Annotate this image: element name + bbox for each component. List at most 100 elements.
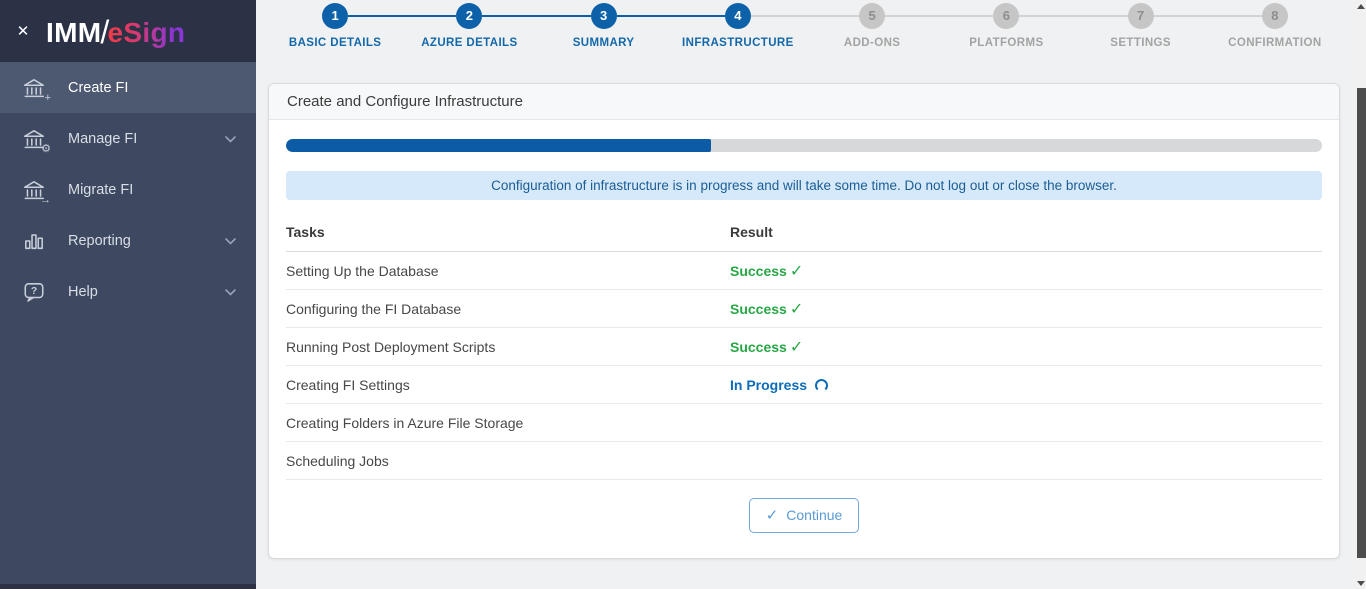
step-connector xyxy=(750,15,860,17)
task-name: Setting Up the Database xyxy=(286,262,439,279)
step-label: ADD-ONS xyxy=(843,37,901,49)
progress-bar-fill xyxy=(286,139,711,152)
sidebar-item-manage-fi[interactable]: ⚙ Manage FI xyxy=(0,113,256,164)
card-body: Configuration of infrastructure is in pr… xyxy=(269,139,1339,533)
step-settings[interactable]: 7 SETTINGS xyxy=(1019,3,1208,49)
task-name: Creating FI Settings xyxy=(286,376,410,393)
continue-button-label: Continue xyxy=(786,507,843,523)
table-row: Creating Folders in Azure File Storage xyxy=(286,404,1322,442)
check-icon: ✓ xyxy=(789,300,804,318)
sidebar-footer xyxy=(0,584,256,589)
task-name: Running Post Deployment Scripts xyxy=(286,338,496,355)
check-icon: ✓ xyxy=(789,262,804,280)
sidebar-item-label: Reporting xyxy=(68,232,131,249)
step-number: 1 xyxy=(322,3,349,29)
step-label: PLATFORMS xyxy=(969,37,1044,49)
step-label: SUMMARY xyxy=(572,37,635,49)
app-logo: IMM / eSign xyxy=(46,13,185,50)
sidebar: ✕ IMM / eSign + Create FI ⚙ Manage FI xyxy=(0,0,256,589)
spinner-icon xyxy=(815,378,829,392)
step-connector xyxy=(1019,15,1128,17)
step-basic-details[interactable]: 1 BASIC DETAILS xyxy=(268,3,402,49)
step-number: 5 xyxy=(859,3,886,29)
success-label: Success xyxy=(730,338,787,355)
table-row: Scheduling Jobs xyxy=(286,442,1322,480)
bar-chart-icon xyxy=(22,229,46,253)
sidebar-item-label: Migrate FI xyxy=(68,181,134,198)
chevron-down-icon[interactable] xyxy=(225,284,236,300)
step-connector xyxy=(1153,15,1262,17)
chevron-down-icon[interactable] xyxy=(225,233,236,249)
task-name: Scheduling Jobs xyxy=(286,452,389,469)
task-name: Creating Folders in Azure File Storage xyxy=(286,414,524,431)
table-row: Running Post Deployment Scripts Success ✓ xyxy=(286,328,1322,366)
card-title: Create and Configure Infrastructure xyxy=(269,84,1339,120)
sidebar-item-migrate-fi[interactable]: → Migrate FI xyxy=(0,164,256,215)
main-content: 1 BASIC DETAILS 2 AZURE DETAILS 3 SUMMAR… xyxy=(256,0,1355,589)
in-progress-label: In Progress xyxy=(730,376,808,393)
info-banner: Configuration of infrastructure is in pr… xyxy=(286,171,1322,200)
logo-slash: / xyxy=(100,13,110,50)
infrastructure-card: Create and Configure Infrastructure Conf… xyxy=(268,83,1340,559)
sidebar-item-reporting[interactable]: Reporting xyxy=(0,215,256,266)
step-label: CONFIRMATION xyxy=(1228,37,1322,49)
bank-arrow-icon: → xyxy=(22,178,51,205)
check-icon: ✓ xyxy=(789,338,804,356)
tasks-table: Tasks Result Setting Up the Database Suc… xyxy=(286,214,1322,480)
step-connector xyxy=(482,15,591,17)
bank-gear-icon: ⚙ xyxy=(22,127,51,154)
check-icon: ✓ xyxy=(765,507,779,524)
scrollbar-thumb[interactable] xyxy=(1357,88,1366,558)
step-number: 8 xyxy=(1261,3,1288,29)
step-confirmation[interactable]: 8 CONFIRMATION xyxy=(1153,3,1342,49)
step-add-ons[interactable]: 5 ADD-ONS xyxy=(750,3,939,49)
step-azure-details[interactable]: 2 AZURE DETAILS xyxy=(348,3,536,49)
step-number: 6 xyxy=(993,3,1020,29)
wizard-stepper: 1 BASIC DETAILS 2 AZURE DETAILS 3 SUMMAR… xyxy=(268,3,1342,49)
task-result: Success ✓ xyxy=(730,299,1322,319)
continue-button[interactable]: ✓ Continue xyxy=(748,498,860,533)
vertical-scrollbar[interactable] xyxy=(1355,0,1366,589)
sidebar-item-label: Manage FI xyxy=(68,130,138,147)
table-header-row: Tasks Result xyxy=(286,214,1322,252)
table-row: Configuring the FI Database Success ✓ xyxy=(286,290,1322,328)
table-row: Creating FI Settings In Progress xyxy=(286,366,1322,404)
sidebar-menu: + Create FI ⚙ Manage FI → Migrate FI xyxy=(0,62,256,317)
arrow-badge-icon: → xyxy=(40,193,51,206)
bank-plus-icon: + xyxy=(22,76,51,103)
plus-badge-icon: + xyxy=(44,91,51,104)
table-row: Setting Up the Database Success ✓ xyxy=(286,252,1322,290)
task-result: Success ✓ xyxy=(730,261,1322,281)
sidebar-item-label: Create FI xyxy=(68,79,129,96)
scroll-down-icon[interactable] xyxy=(1356,581,1365,586)
success-label: Success xyxy=(730,300,787,317)
chevron-down-icon[interactable] xyxy=(225,131,236,147)
logo-imm: IMM xyxy=(46,16,102,48)
step-number: 4 xyxy=(724,3,751,29)
step-infrastructure[interactable]: 4 INFRASTRUCTURE xyxy=(616,3,805,49)
tasks-column-header: Tasks xyxy=(286,224,325,240)
scroll-up-icon[interactable] xyxy=(1356,4,1365,9)
step-connector xyxy=(616,15,725,17)
result-column-header: Result xyxy=(730,224,773,240)
step-connector xyxy=(885,15,994,17)
sidebar-item-create-fi[interactable]: + Create FI xyxy=(0,62,256,113)
step-label: BASIC DETAILS xyxy=(288,37,382,49)
task-name: Configuring the FI Database xyxy=(286,300,462,317)
svg-text:?: ? xyxy=(31,286,37,297)
task-result: Success ✓ xyxy=(730,337,1322,357)
sidebar-close-icon[interactable]: ✕ xyxy=(16,23,30,40)
step-platforms[interactable]: 6 PLATFORMS xyxy=(885,3,1073,49)
step-number: 7 xyxy=(1127,3,1154,29)
step-connector xyxy=(348,15,457,17)
sidebar-item-help[interactable]: ? Help xyxy=(0,266,256,317)
logo-esign: eSign xyxy=(107,16,186,48)
step-label: INFRASTRUCTURE xyxy=(682,37,794,49)
step-number: 2 xyxy=(456,3,483,29)
gear-badge-icon: ⚙ xyxy=(41,142,51,155)
step-label: SETTINGS xyxy=(1110,37,1171,49)
help-bubble-icon: ? xyxy=(22,280,46,304)
step-number: 3 xyxy=(590,3,617,29)
step-label: AZURE DETAILS xyxy=(421,37,518,49)
step-summary[interactable]: 3 SUMMARY xyxy=(482,3,671,49)
